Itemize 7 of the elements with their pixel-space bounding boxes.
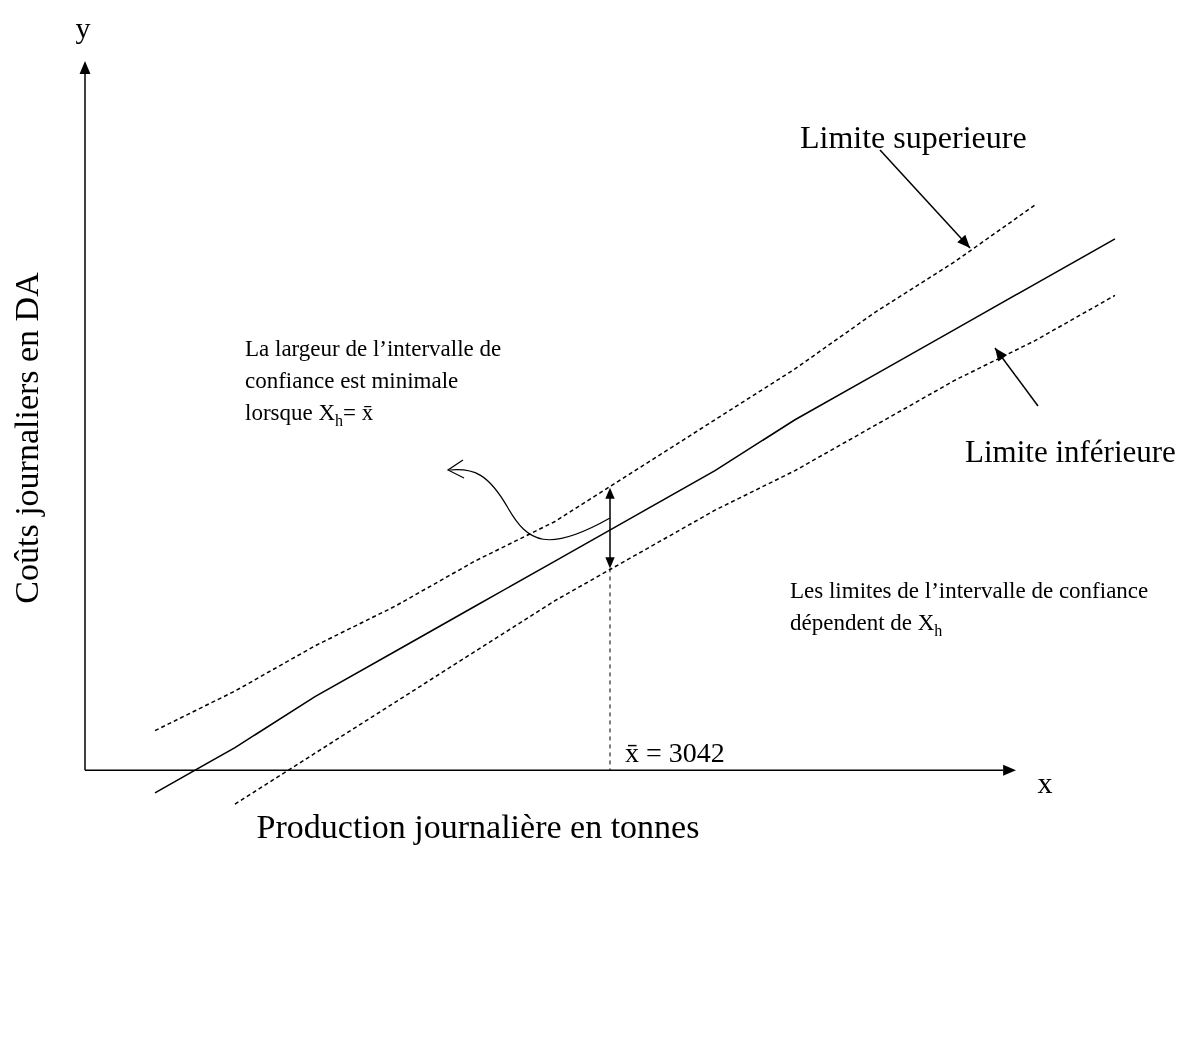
y-axis-title: Coûts journaliers en DA <box>8 271 45 604</box>
annotation: x <box>1037 766 1053 799</box>
text: y <box>75 11 91 44</box>
annotation: Limite inférieure <box>965 434 1176 469</box>
annotation: x̄ = 3042 <box>625 737 725 768</box>
x-axis-title: Production journalière en tonnes <box>256 808 700 845</box>
text: Limite superieure <box>800 119 1027 155</box>
